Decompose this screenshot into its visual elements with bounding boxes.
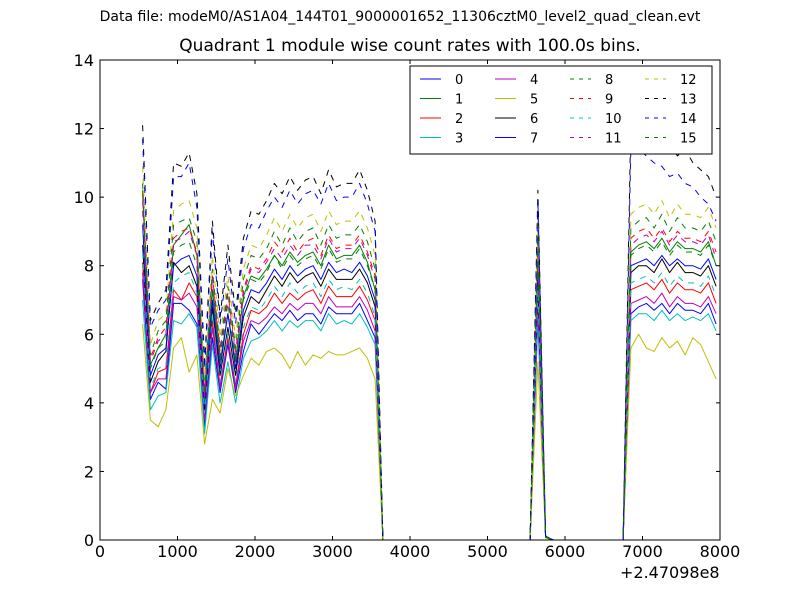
- x-tick-label: 7000: [622, 542, 663, 561]
- x-tick-label: 3000: [312, 542, 353, 561]
- tick-layer: 0 1000 2000 3000 4000 5000 6000 7000 80000246810…: [74, 51, 741, 561]
- series-4-line: [142, 272, 717, 540]
- legend-label: 10: [605, 112, 622, 127]
- y-tick-label: 6: [84, 325, 94, 344]
- x-tick-label: 2000: [235, 542, 276, 561]
- series-1-line: [142, 190, 717, 540]
- x-tick-label: 0: [95, 542, 105, 561]
- series-layer: [142, 117, 717, 540]
- legend-label: 5: [530, 93, 538, 108]
- y-tick-label: 12: [74, 120, 94, 139]
- legend-frame: [409, 65, 713, 155]
- x-axis-offset-label: +2.47098e8: [620, 563, 720, 582]
- legend-label: 7: [530, 132, 538, 147]
- series-2-line: [142, 262, 717, 540]
- legend-label: 14: [680, 112, 697, 127]
- x-tick-label: 8000: [700, 542, 741, 561]
- legend-label: 9: [605, 93, 613, 108]
- series-14-line: [142, 138, 717, 540]
- series-7-line: [142, 224, 717, 540]
- chart-title: Quadrant 1 module wise count rates with …: [179, 36, 641, 56]
- series-0-line: [142, 279, 717, 540]
- y-tick-label: 8: [84, 257, 94, 276]
- y-tick-label: 10: [74, 188, 94, 207]
- series-15-line: [142, 183, 717, 540]
- figure-suptitle: Data file: modeM0/AS1A04_144T01_90000016…: [99, 9, 701, 25]
- y-tick-label: 2: [84, 462, 94, 481]
- series-12-line: [142, 166, 717, 540]
- x-tick-label: 1000: [157, 542, 198, 561]
- legend-label: 2: [455, 112, 463, 127]
- y-tick-label: 4: [84, 394, 94, 413]
- legend-label: 13: [680, 93, 697, 108]
- x-tick-label: 4000: [390, 542, 431, 561]
- legend-label: 12: [680, 73, 697, 88]
- legend-label: 4: [530, 73, 538, 88]
- legend-label: 15: [680, 132, 697, 147]
- legend-label: 0: [455, 73, 463, 88]
- legend-label: 6: [530, 112, 538, 127]
- x-tick-label: 6000: [545, 542, 586, 561]
- y-tick-label: 0: [84, 531, 94, 550]
- legend-label: 1: [455, 93, 463, 108]
- series-5-line: [142, 323, 717, 540]
- y-tick-label: 14: [74, 51, 94, 70]
- legend-label: 3: [455, 132, 463, 147]
- series-6-line: [142, 245, 717, 540]
- legend-label: 11: [605, 132, 622, 147]
- x-tick-label: 5000: [467, 542, 508, 561]
- legend-label: 8: [605, 73, 613, 88]
